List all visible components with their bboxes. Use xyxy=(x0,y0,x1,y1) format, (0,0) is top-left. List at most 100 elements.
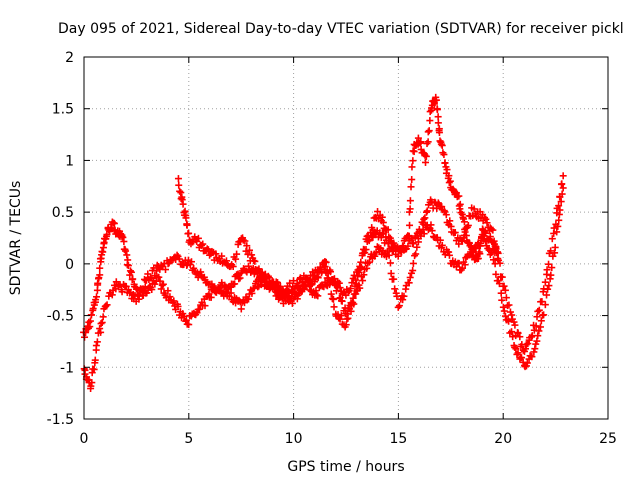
data-point xyxy=(139,285,147,293)
data-point xyxy=(307,281,315,289)
data-point xyxy=(188,258,196,266)
data-point xyxy=(99,313,107,321)
data-point xyxy=(422,152,430,160)
data-point xyxy=(173,251,181,259)
data-point xyxy=(185,321,193,329)
data-point xyxy=(354,272,362,280)
y-tick-label: 0 xyxy=(65,257,74,273)
data-point xyxy=(223,288,231,296)
data-point xyxy=(201,302,209,310)
data-point xyxy=(102,302,110,310)
x-tick-label: 10 xyxy=(285,431,303,447)
data-point xyxy=(236,274,244,282)
data-point xyxy=(491,240,499,248)
data-point xyxy=(537,317,545,325)
data-point xyxy=(461,261,469,269)
data-point xyxy=(182,316,190,324)
data-point xyxy=(248,251,256,259)
y-tick-label: 0.5 xyxy=(52,205,74,221)
data-point xyxy=(528,332,536,340)
data-point xyxy=(499,303,507,311)
data-point xyxy=(344,288,352,296)
chart-title: Day 095 of 2021, Sidereal Day-to-day VTE… xyxy=(58,21,624,37)
data-point xyxy=(363,264,371,272)
data-point xyxy=(365,258,373,266)
data-point xyxy=(89,305,97,313)
data-point xyxy=(337,312,345,320)
data-point xyxy=(400,292,408,300)
data-point xyxy=(440,151,448,159)
data-point xyxy=(155,273,163,281)
data-point xyxy=(409,267,417,275)
data-point xyxy=(395,302,403,310)
data-point xyxy=(81,333,89,341)
data-point xyxy=(320,259,328,267)
data-point xyxy=(234,270,242,278)
data-point xyxy=(496,259,504,267)
data-point xyxy=(409,157,417,165)
data-point xyxy=(408,176,416,184)
data-point xyxy=(480,228,488,236)
data-point xyxy=(387,269,395,277)
data-point xyxy=(424,128,432,136)
data-point xyxy=(355,268,363,276)
data-point xyxy=(538,298,546,306)
data-point xyxy=(356,284,364,292)
y-tick-label: 1 xyxy=(65,153,74,169)
data-point xyxy=(514,329,522,337)
data-point xyxy=(94,281,102,289)
data-point xyxy=(326,276,334,284)
data-point xyxy=(426,108,434,116)
data-point xyxy=(338,297,346,305)
data-point xyxy=(198,241,206,249)
data-point xyxy=(492,270,500,278)
data-point xyxy=(290,277,298,285)
data-point xyxy=(497,289,505,297)
data-point xyxy=(536,323,544,331)
data-point xyxy=(489,239,497,247)
data-point xyxy=(143,289,151,297)
data-point xyxy=(81,366,89,374)
data-point xyxy=(543,266,551,274)
data-point xyxy=(548,235,556,243)
x-tick-label: 15 xyxy=(389,431,407,447)
data-point xyxy=(311,278,319,286)
data-point xyxy=(456,200,464,208)
data-point xyxy=(302,283,310,291)
data-point xyxy=(204,246,212,254)
data-point xyxy=(508,328,516,336)
data-point xyxy=(87,311,95,319)
data-point xyxy=(386,259,394,267)
data-point xyxy=(232,255,240,263)
data-point xyxy=(151,272,159,280)
data-point xyxy=(438,241,446,249)
data-point xyxy=(218,252,226,260)
data-point xyxy=(404,242,412,250)
data-point xyxy=(410,148,418,156)
data-point xyxy=(322,268,330,276)
data-point xyxy=(500,307,508,315)
data-point xyxy=(134,292,142,300)
data-point xyxy=(483,219,491,227)
data-point xyxy=(175,255,183,263)
y-tick-label: -0.5 xyxy=(47,309,74,325)
data-point xyxy=(103,301,111,309)
data-point xyxy=(239,236,247,244)
data-point xyxy=(551,243,559,251)
data-point xyxy=(179,200,187,208)
data-point xyxy=(93,293,101,301)
data-point xyxy=(360,245,368,253)
data-point xyxy=(385,251,393,259)
data-point xyxy=(500,282,508,290)
data-point xyxy=(408,163,416,171)
data-point xyxy=(178,196,186,204)
data-point xyxy=(237,305,245,313)
data-point xyxy=(478,233,486,241)
data-point xyxy=(144,270,152,278)
data-point xyxy=(455,259,463,267)
data-point xyxy=(321,263,329,271)
data-point xyxy=(96,325,104,333)
data-point xyxy=(122,247,130,255)
data-point xyxy=(254,283,262,291)
data-point xyxy=(432,96,440,104)
